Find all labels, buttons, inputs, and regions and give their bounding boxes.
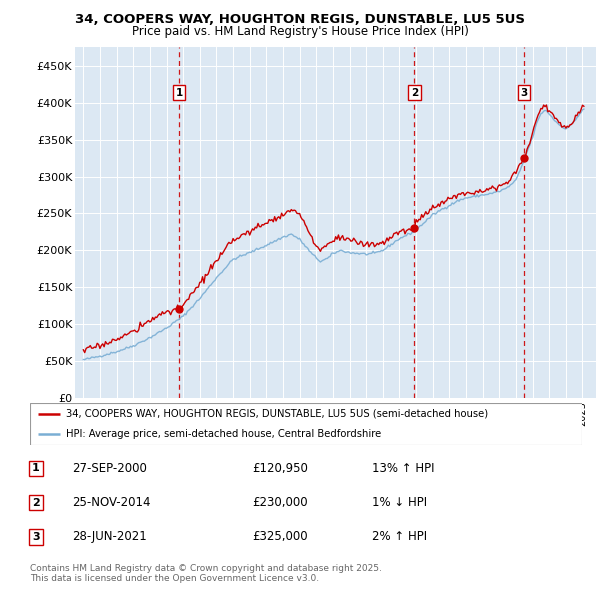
Text: 25-NOV-2014: 25-NOV-2014	[72, 496, 151, 509]
Text: 3: 3	[32, 532, 40, 542]
Text: Price paid vs. HM Land Registry's House Price Index (HPI): Price paid vs. HM Land Registry's House …	[131, 25, 469, 38]
Text: £120,950: £120,950	[252, 462, 308, 475]
Text: 2: 2	[32, 498, 40, 507]
Text: 34, COOPERS WAY, HOUGHTON REGIS, DUNSTABLE, LU5 5US: 34, COOPERS WAY, HOUGHTON REGIS, DUNSTAB…	[75, 13, 525, 26]
Text: 1% ↓ HPI: 1% ↓ HPI	[372, 496, 427, 509]
Text: 27-SEP-2000: 27-SEP-2000	[72, 462, 147, 475]
Text: £230,000: £230,000	[252, 496, 308, 509]
Text: 34, COOPERS WAY, HOUGHTON REGIS, DUNSTABLE, LU5 5US (semi-detached house): 34, COOPERS WAY, HOUGHTON REGIS, DUNSTAB…	[66, 409, 488, 418]
Text: 3: 3	[521, 88, 528, 98]
Text: 1: 1	[175, 88, 182, 98]
Text: 13% ↑ HPI: 13% ↑ HPI	[372, 462, 434, 475]
Text: HPI: Average price, semi-detached house, Central Bedfordshire: HPI: Average price, semi-detached house,…	[66, 429, 381, 439]
Text: 2: 2	[411, 88, 418, 98]
Text: Contains HM Land Registry data © Crown copyright and database right 2025.
This d: Contains HM Land Registry data © Crown c…	[30, 563, 382, 583]
Text: 2% ↑ HPI: 2% ↑ HPI	[372, 530, 427, 543]
Text: 1: 1	[32, 464, 40, 473]
Text: £325,000: £325,000	[252, 530, 308, 543]
Text: 28-JUN-2021: 28-JUN-2021	[72, 530, 147, 543]
